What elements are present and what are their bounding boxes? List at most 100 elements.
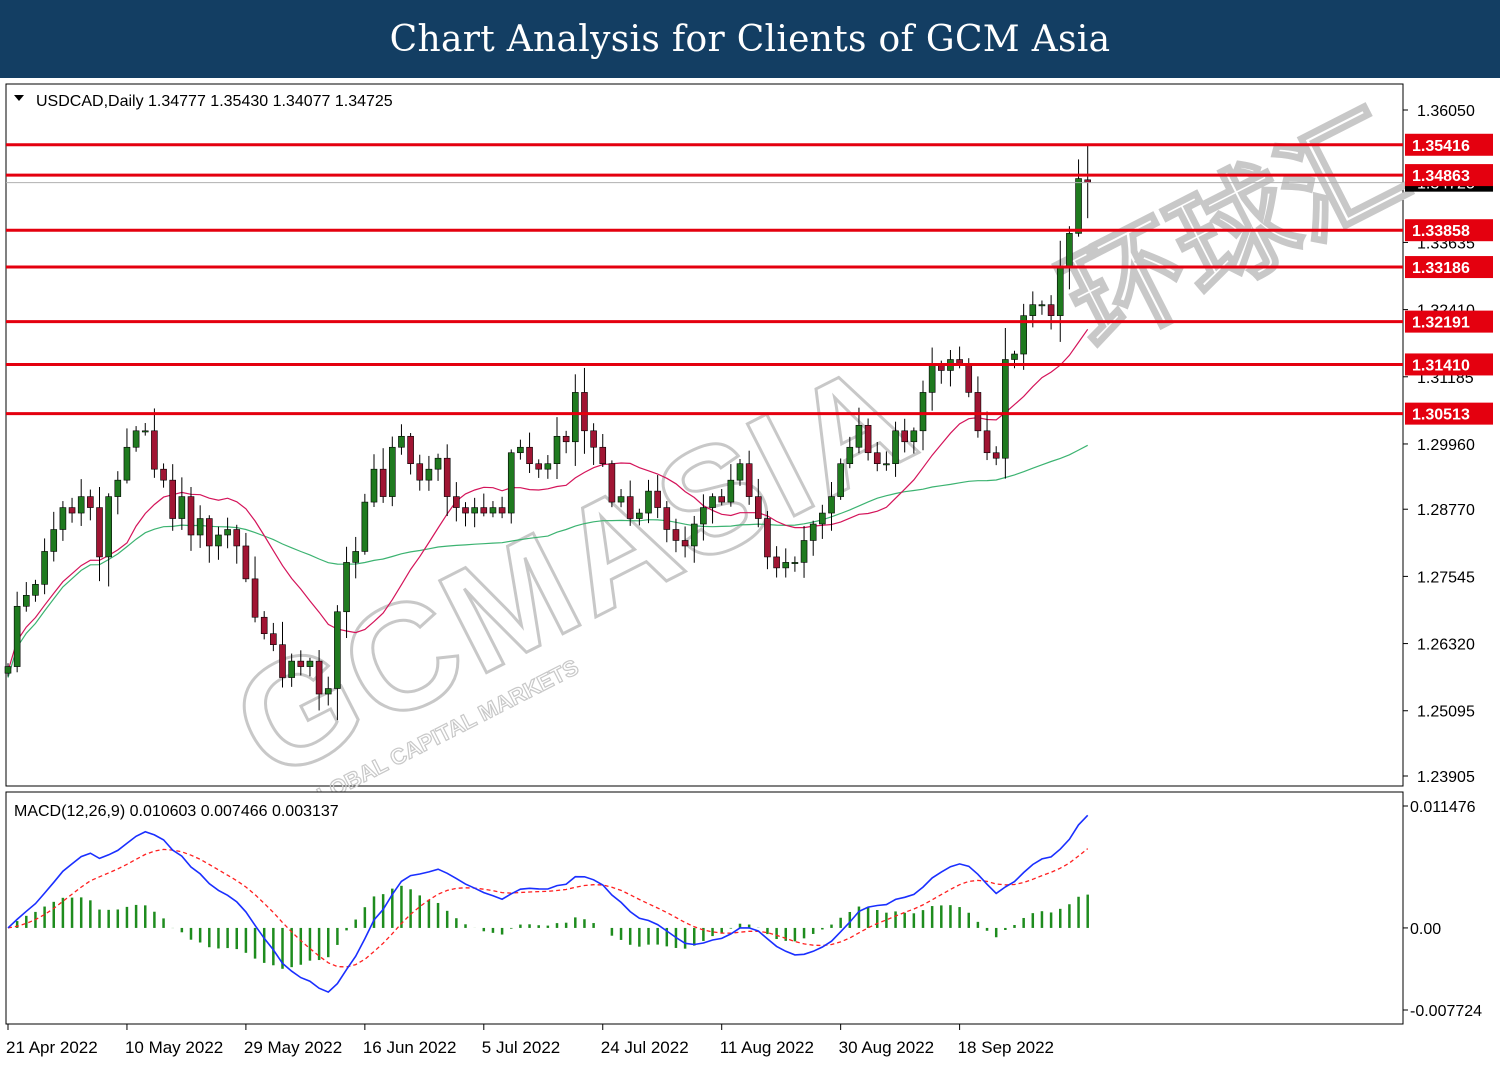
macd-tick-label: 0.011476	[1410, 799, 1476, 816]
level-badge	[1405, 164, 1493, 187]
bear-candle	[754, 496, 762, 519]
bull-candle	[553, 435, 561, 465]
bull-candle	[224, 529, 231, 536]
bull-candle	[645, 490, 652, 514]
chart-canvas[interactable]: 1.360501.336351.324101.311851.299601.287…	[0, 78, 1500, 1071]
bull-candle	[370, 468, 378, 503]
bear-candle	[608, 463, 616, 503]
chart-window[interactable]: 1.360501.336351.324101.311851.299601.287…	[0, 78, 1500, 1071]
bull-candle	[132, 430, 140, 448]
level-badge	[1405, 310, 1493, 333]
price-tick-label: 1.36050	[1417, 103, 1475, 120]
bear-candle	[773, 556, 780, 569]
price-header-text: USDCAD,Daily 1.34777 1.35430 1.34077 1.3…	[36, 93, 393, 110]
bull-candle	[855, 425, 863, 448]
bear-candle	[901, 430, 909, 443]
levels-layer: 1.347251.354161.348631.338581.331861.321…	[6, 133, 1493, 425]
bull-candle	[800, 540, 808, 563]
bear-candle	[187, 496, 195, 536]
bear-candle	[315, 660, 323, 695]
bear-candle	[654, 490, 661, 508]
bull-candle	[791, 562, 799, 564]
bull-candle	[489, 507, 497, 514]
price-panel[interactable]: 1.360501.336351.324101.311851.299601.287…	[4, 78, 1493, 825]
price-header: USDCAD,Daily 1.34777 1.35430 1.34077 1.3…	[14, 93, 393, 110]
bull-candle	[892, 430, 899, 465]
bear-candle	[974, 392, 982, 432]
bull-candle	[434, 457, 442, 470]
bull-candle	[846, 446, 854, 465]
symbol-dropdown-icon[interactable]	[14, 95, 24, 101]
bull-candle	[910, 430, 918, 443]
time-tick-label: 11 Aug 2022	[720, 1038, 814, 1057]
bear-candle	[480, 507, 488, 514]
bear-candle	[233, 529, 241, 547]
bull-candle	[4, 666, 12, 674]
bull-candle	[544, 463, 552, 470]
bear-candle	[151, 430, 158, 470]
bear-candle	[562, 435, 570, 443]
bull-candle	[828, 496, 835, 514]
bull-candle	[388, 446, 396, 497]
macd-axis: 0.011476 0.00 -0.007724	[1403, 799, 1482, 1020]
macd-tick-label: -0.007724	[1410, 1003, 1482, 1020]
bull-candle	[782, 562, 790, 569]
bull-candle	[324, 688, 332, 695]
bear-candle	[663, 507, 671, 530]
macd-panel[interactable]: 0.011476 0.00 -0.007724 MACD(12,26,9) 0.01…	[5, 791, 1482, 1025]
bull-candle	[425, 468, 433, 481]
level-badge	[1405, 353, 1493, 376]
bull-candle	[517, 446, 524, 454]
bear-candle	[169, 479, 176, 519]
price-tick-label: 1.28770	[1417, 502, 1475, 519]
bull-candle	[215, 534, 222, 547]
macd-signal-line	[7, 848, 1089, 968]
bull-candle	[50, 529, 58, 552]
bear-candle	[206, 518, 213, 547]
level-label: 1.35416	[1412, 138, 1470, 155]
bull-candle	[1002, 359, 1009, 459]
bull-candle	[617, 496, 625, 503]
bull-candle	[141, 430, 149, 433]
price-tick-label: 1.26320	[1417, 637, 1475, 654]
bear-candle	[681, 540, 689, 547]
ma-fast-line	[7, 328, 1089, 672]
time-tick-label: 18 Sep 2022	[958, 1038, 1054, 1057]
bear-candle	[590, 430, 597, 448]
bear-candle	[462, 507, 469, 514]
bull-candle	[837, 463, 844, 497]
bull-candle	[690, 523, 698, 547]
bull-candle	[1038, 304, 1046, 307]
price-panel-frame	[5, 83, 1404, 787]
bull-candle	[343, 562, 350, 613]
bull-candle	[636, 512, 643, 519]
bull-candle	[398, 435, 405, 448]
bear-candle	[983, 430, 991, 454]
bull-candle	[1020, 315, 1027, 355]
bear-candle	[416, 463, 424, 481]
bear-candle	[672, 529, 680, 541]
bear-candle	[96, 507, 103, 558]
time-tick-label: 16 Jun 2022	[363, 1038, 457, 1057]
bear-candle	[764, 518, 771, 558]
candles-layer	[4, 143, 1091, 721]
title-banner: Chart Analysis for Clients of GCM Asia	[0, 0, 1500, 78]
bull-candle	[288, 660, 295, 678]
bull-candle	[727, 479, 735, 503]
bear-candle	[581, 392, 588, 432]
bull-candle	[123, 446, 131, 481]
bull-candle	[334, 611, 341, 689]
bear-candle	[599, 446, 607, 465]
bull-candle	[105, 496, 112, 558]
bear-candle	[407, 435, 414, 465]
level-badge	[1405, 402, 1493, 425]
bear-candle	[260, 616, 268, 634]
macd-main-line	[7, 814, 1089, 994]
bear-candle	[1047, 304, 1055, 316]
bear-candle	[379, 468, 387, 497]
ma-fast-layer	[7, 328, 1089, 672]
bull-candle	[13, 605, 21, 667]
bull-candle	[77, 496, 85, 514]
level-label: 1.33186	[1412, 260, 1470, 277]
bear-candle	[279, 644, 286, 678]
